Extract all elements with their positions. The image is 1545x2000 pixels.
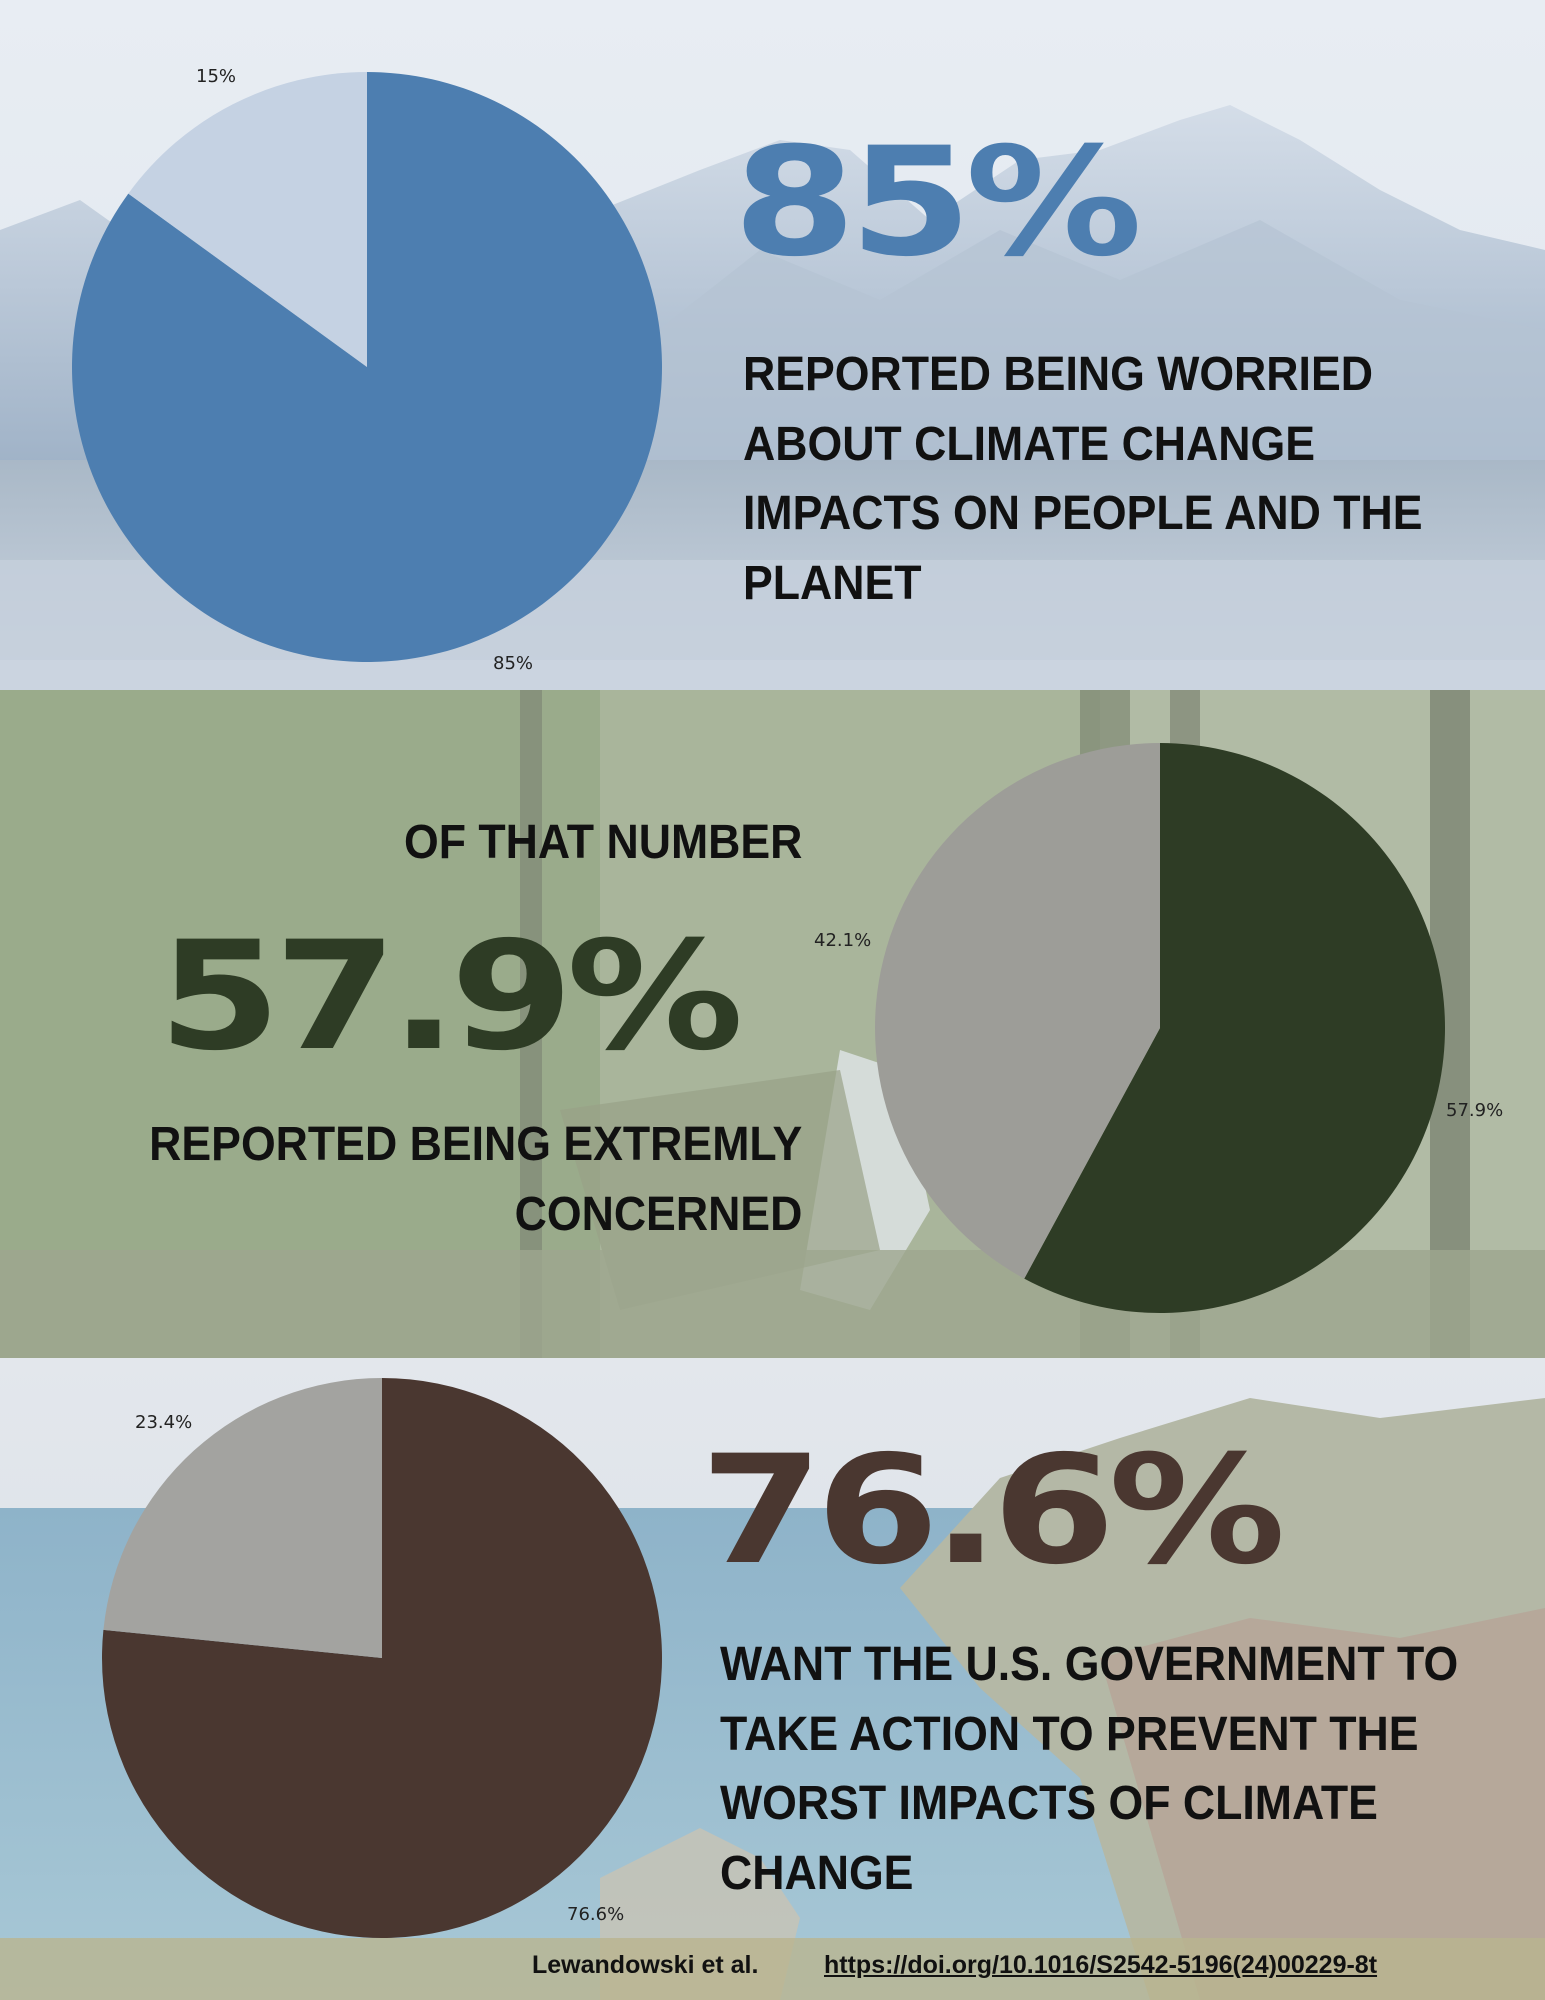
pie1-minor-value-label: 15% — [196, 66, 237, 87]
caption-line: CHANGE — [720, 1846, 914, 1900]
worried-caption: REPORTED BEING WORRIED ABOUT CLIMATE CHA… — [743, 340, 1423, 618]
headline-76-6-percent: 76.6% — [700, 1424, 1286, 1598]
headline-57-9-percent: 57.9% — [158, 910, 744, 1084]
caption-line: CONCERNED — [514, 1187, 802, 1241]
coast-section: 23.4% 76.6% 76.6% WANT THE U.S. GOVERNME… — [0, 1358, 1545, 2000]
pie3-minor-value-label: 23.4% — [135, 1412, 193, 1433]
concerned-caption: REPORTED BEING EXTREMLY CONCERNED — [149, 1110, 802, 1249]
pie1-major-value-label: 85% — [493, 653, 534, 674]
worried-pie-chart — [71, 72, 662, 662]
action-caption: WANT THE U.S. GOVERNMENT TO TAKE ACTION … — [720, 1630, 1458, 1908]
caption-line: REPORTED BEING WORRIED — [743, 348, 1373, 401]
of-that-number-label: OF THAT NUMBER — [403, 816, 802, 869]
pie2-minor-value-label: 42.1% — [814, 930, 872, 951]
pie2-slice-0 — [1024, 743, 1445, 1313]
concerned-pie-chart — [874, 743, 1445, 1313]
pie2-slice-1 — [874, 743, 1160, 1279]
citation-author: Lewandowski et al. — [532, 1951, 759, 1979]
citation-footer: Lewandowski et al. https://doi.org/10.10… — [0, 1945, 1545, 1985]
caption-line: ABOUT CLIMATE CHANGE — [743, 417, 1316, 471]
mountain-background — [0, 0, 1545, 690]
pie3-slice-1 — [103, 1378, 383, 1658]
action-pie-chart — [101, 1378, 662, 1938]
caption-line: WORST IMPACTS OF CLIMATE — [720, 1777, 1378, 1831]
mountain-section: 15% 85% 85% REPORTED BEING WORRIED ABOUT… — [0, 0, 1545, 690]
caption-line: REPORTED BEING EXTREMLY — [148, 1118, 802, 1171]
caption-line: PLANET — [743, 556, 922, 610]
caption-line: IMPACTS ON PEOPLE AND THE — [743, 487, 1423, 541]
pie1-slice-1 — [128, 72, 367, 367]
caption-line: TAKE ACTION TO PREVENT THE — [720, 1707, 1419, 1761]
pie3-slice-0 — [101, 1378, 662, 1938]
pie2-major-value-label: 57.9% — [1446, 1100, 1504, 1121]
pie3-major-value-label: 76.6% — [567, 1904, 625, 1925]
caption-line: WANT THE U.S. GOVERNMENT TO — [720, 1638, 1459, 1691]
citation-doi-link[interactable]: https://doi.org/10.1016/S2542-5196(24)00… — [824, 1951, 1378, 1979]
headline-85-percent: 85% — [733, 116, 1143, 290]
